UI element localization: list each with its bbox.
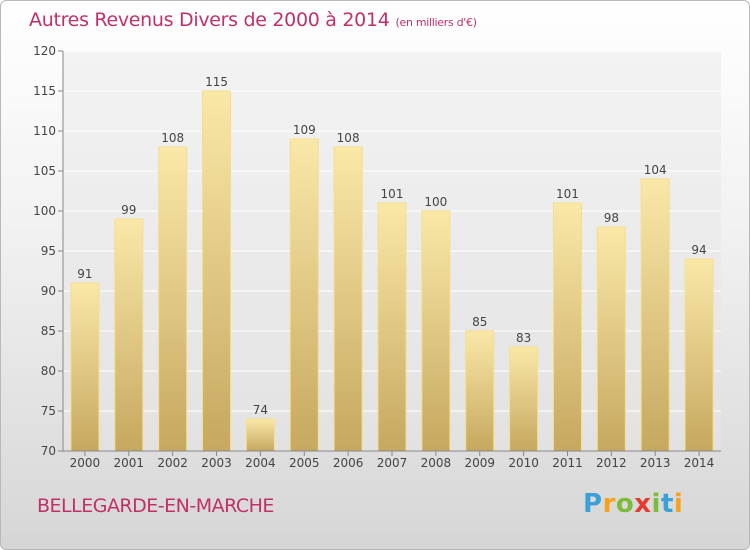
- bar: [333, 146, 363, 452]
- logo-letter: o: [615, 489, 635, 519]
- data-label: 74: [253, 403, 268, 417]
- x-tick-label: 2010: [508, 456, 539, 470]
- x-tick-label: 2012: [596, 456, 627, 470]
- data-label: 99: [121, 203, 136, 217]
- bar: [245, 418, 275, 452]
- x-tick-label: 2009: [464, 456, 495, 470]
- data-label: 104: [644, 163, 667, 177]
- x-tick-label: 2004: [245, 456, 276, 470]
- bar: [465, 330, 495, 452]
- bar: [421, 210, 451, 452]
- bar: [640, 178, 670, 452]
- y-tick-label: 110: [33, 124, 56, 138]
- bar: [684, 258, 714, 452]
- data-label: 108: [337, 131, 360, 145]
- bar: [377, 202, 407, 452]
- logo-letter: r: [602, 489, 616, 519]
- x-tick-label: 2002: [157, 456, 188, 470]
- x-tick-label: 2011: [552, 456, 583, 470]
- x-axis: 2000 2001 2002 2003 2004 2005 2006 2007 2008 2009…: [63, 450, 721, 470]
- data-label: 98: [604, 211, 619, 225]
- x-tick-label: 2008: [421, 456, 452, 470]
- logo-letter: i: [651, 489, 661, 519]
- data-label: 85: [472, 315, 487, 329]
- logo-letter: t: [660, 489, 674, 519]
- y-tick-label: 95: [41, 244, 56, 258]
- logo-letter: i: [673, 489, 684, 519]
- data-label: 101: [556, 187, 579, 201]
- title-unit: (en milliers d'€): [395, 16, 477, 29]
- x-tick-label: 2006: [333, 456, 364, 470]
- y-tick-label: 105: [33, 164, 56, 178]
- place-name: BELLEGARDE-EN-MARCHE: [37, 495, 274, 517]
- y-tick-label: 75: [41, 404, 56, 418]
- logo-letter: P: [583, 489, 603, 519]
- data-label: 94: [691, 243, 706, 257]
- y-tick-label: 100: [33, 204, 56, 218]
- x-tick-label: 2005: [289, 456, 320, 470]
- bar: [552, 202, 582, 452]
- title-text: Autres Revenus Divers de 2000 à 2014: [29, 9, 390, 31]
- proxiti-logo: Proxiti: [583, 489, 683, 519]
- chart-title: Autres Revenus Divers de 2000 à 2014 (en …: [29, 9, 477, 31]
- y-tick-label: 70: [41, 444, 56, 458]
- logo-letter: x: [634, 489, 652, 519]
- bar: [202, 90, 232, 452]
- y-tick-label: 115: [33, 84, 56, 98]
- data-labels: 91 99 108 115 74 109 108 101 100 85 83 101 98 104 94: [77, 75, 706, 417]
- x-tick-label: 2003: [201, 456, 232, 470]
- bars: [70, 90, 714, 452]
- data-label: 115: [205, 75, 228, 89]
- data-label: 109: [293, 123, 316, 137]
- bar: [70, 282, 100, 452]
- bar: [114, 218, 144, 452]
- data-label: 101: [381, 187, 404, 201]
- y-tick-label: 85: [41, 324, 56, 338]
- x-tick-label: 2000: [70, 456, 101, 470]
- y-tick-label: 80: [41, 364, 56, 378]
- data-label: 91: [77, 267, 92, 281]
- bar: [158, 146, 188, 452]
- x-tick-label: 2007: [377, 456, 408, 470]
- bar: [596, 226, 626, 452]
- x-tick-label: 2013: [640, 456, 671, 470]
- x-tick-label: 2014: [684, 456, 715, 470]
- y-tick-label: 120: [33, 44, 56, 58]
- data-label: 83: [516, 331, 531, 345]
- data-label: 108: [161, 131, 184, 145]
- bar: [509, 346, 539, 452]
- bar: [289, 138, 319, 452]
- y-tick-label: 90: [41, 284, 56, 298]
- data-label: 100: [424, 195, 447, 209]
- y-axis: 70 75 80 85 90 95 100 105 110 115 120: [33, 44, 64, 458]
- x-tick-label: 2001: [114, 456, 145, 470]
